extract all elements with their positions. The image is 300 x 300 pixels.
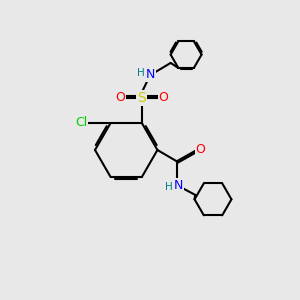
Text: N: N [173,179,183,192]
Text: N: N [146,68,155,81]
Text: H: H [137,68,145,78]
Text: O: O [196,143,206,156]
Text: O: O [115,91,125,104]
Text: H: H [165,182,172,192]
Text: S: S [137,91,146,105]
Text: Cl: Cl [75,116,87,130]
Text: O: O [159,91,169,104]
